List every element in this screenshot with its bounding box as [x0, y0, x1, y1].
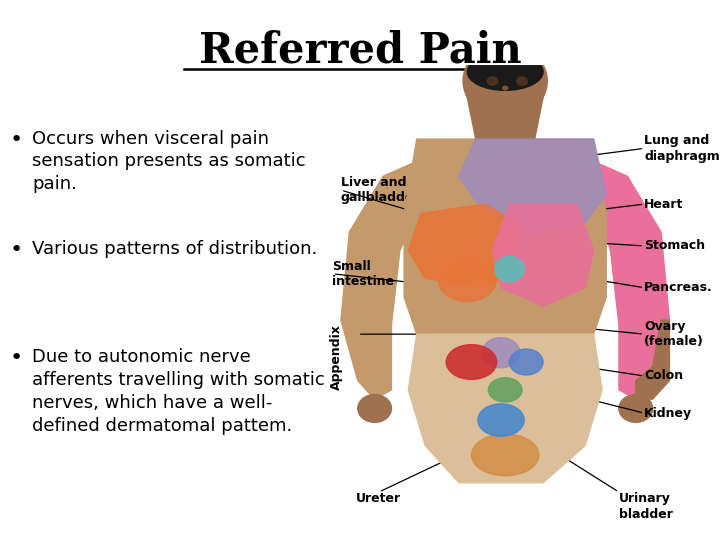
Text: Stomach: Stomach: [644, 239, 706, 252]
Polygon shape: [492, 204, 593, 306]
Ellipse shape: [358, 395, 392, 422]
Ellipse shape: [463, 44, 547, 118]
Ellipse shape: [467, 53, 543, 90]
Text: Small
intestine: Small intestine: [333, 260, 395, 288]
Text: Various patterns of distribution.: Various patterns of distribution.: [32, 240, 318, 258]
Polygon shape: [636, 320, 670, 399]
Text: Heart: Heart: [644, 198, 683, 211]
Text: Kidney: Kidney: [644, 407, 693, 420]
Polygon shape: [467, 97, 543, 139]
Ellipse shape: [495, 256, 524, 282]
Text: Ureter: Ureter: [356, 492, 401, 505]
Ellipse shape: [472, 434, 539, 476]
Polygon shape: [585, 158, 670, 399]
Text: Pancreas.: Pancreas.: [644, 281, 713, 294]
Text: Referred Pain: Referred Pain: [199, 30, 521, 72]
Ellipse shape: [482, 338, 520, 368]
Text: Liver and
gallbladder: Liver and gallbladder: [341, 176, 420, 205]
Text: Appendix: Appendix: [330, 325, 343, 390]
Text: Due to autonomic nerve
afferents travelling with somatic
nerves, which have a we: Due to autonomic nerve afferents travell…: [32, 348, 325, 435]
Polygon shape: [408, 334, 602, 483]
Ellipse shape: [487, 77, 498, 85]
Text: Ovary
(female): Ovary (female): [644, 320, 704, 348]
Polygon shape: [408, 204, 518, 288]
Text: Occurs when visceral pain
sensation presents as somatic
pain.: Occurs when visceral pain sensation pres…: [32, 130, 306, 193]
Text: •: •: [9, 240, 22, 260]
Text: Urinary
bladder: Urinary bladder: [619, 492, 672, 521]
Text: Colon: Colon: [644, 369, 683, 382]
Text: •: •: [9, 348, 22, 368]
Polygon shape: [459, 139, 606, 232]
Polygon shape: [341, 158, 425, 399]
Ellipse shape: [488, 378, 522, 402]
Text: •: •: [9, 130, 22, 150]
Ellipse shape: [517, 77, 527, 85]
Text: Lung and
diaphragm: Lung and diaphragm: [644, 134, 720, 163]
Ellipse shape: [619, 395, 652, 422]
Ellipse shape: [510, 349, 543, 375]
Ellipse shape: [446, 345, 497, 380]
Ellipse shape: [478, 404, 524, 436]
Polygon shape: [404, 139, 606, 334]
Ellipse shape: [503, 86, 508, 90]
Ellipse shape: [438, 255, 497, 302]
